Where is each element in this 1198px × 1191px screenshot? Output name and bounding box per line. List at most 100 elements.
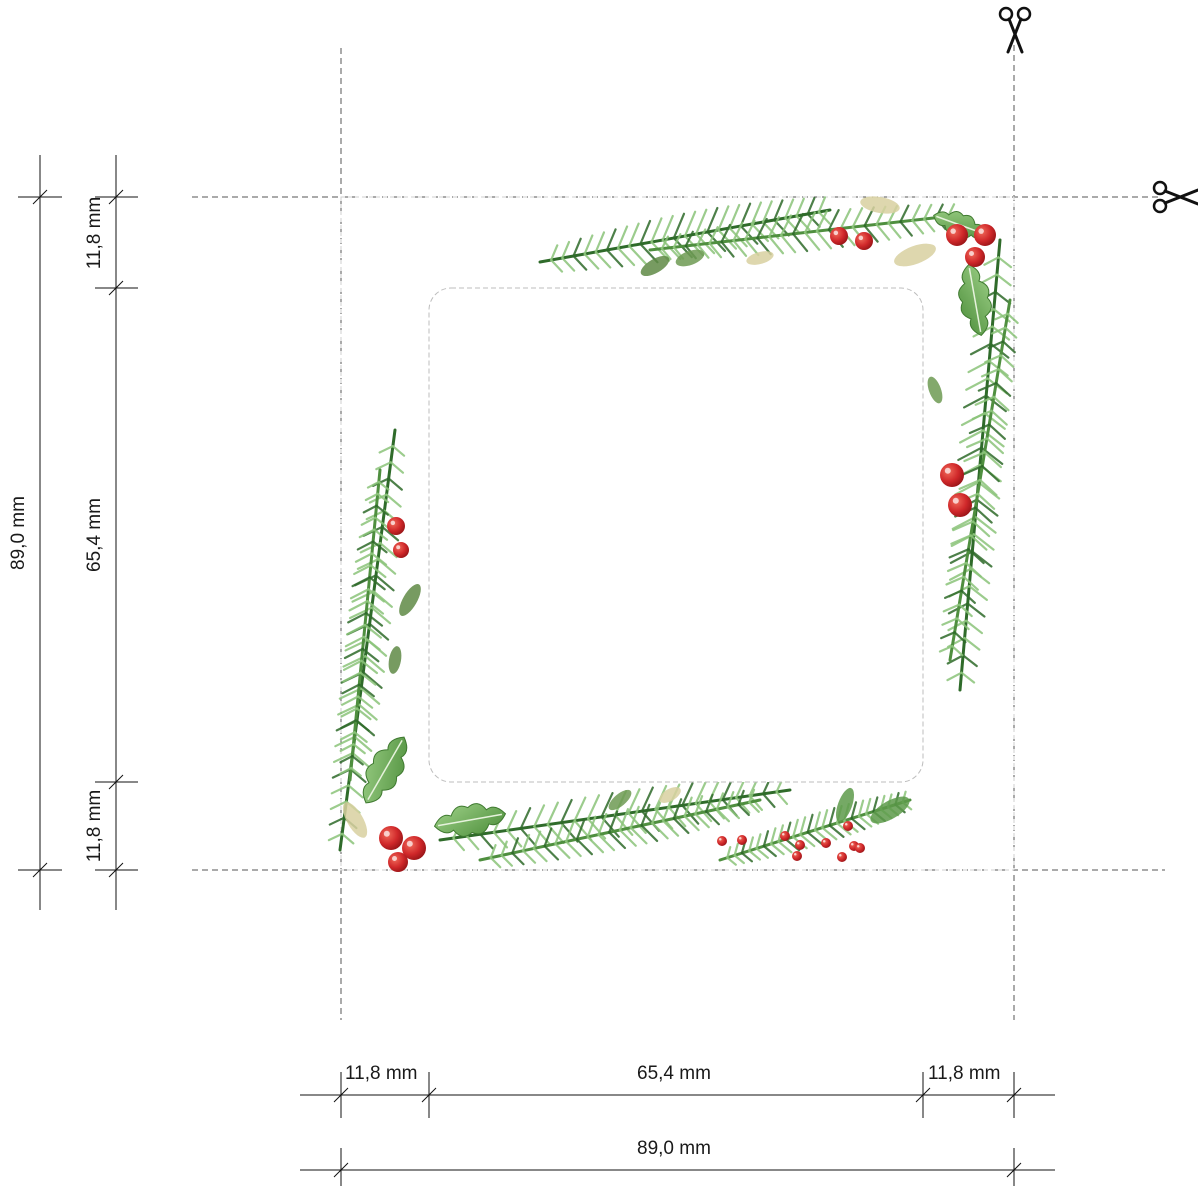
pine-needle [605, 248, 624, 268]
pine-needle [748, 788, 756, 804]
pine-needle [975, 498, 999, 517]
pine-needle [821, 826, 838, 841]
pine-needle [994, 312, 1009, 321]
pine-needle [972, 533, 995, 551]
pine-needle [343, 647, 364, 660]
pine-needle [945, 575, 965, 586]
pine-needle [358, 683, 375, 698]
pine-needle [640, 786, 654, 813]
leaf [860, 196, 900, 214]
pine-needle [550, 258, 564, 273]
pine-needle [780, 214, 793, 237]
pine-needle [583, 234, 594, 256]
pine-needle [1001, 340, 1016, 354]
pine-needle [739, 224, 759, 245]
pine-needle [364, 655, 385, 673]
berry [855, 843, 865, 853]
pine-needle [911, 204, 921, 222]
pine-needle [748, 801, 760, 813]
pine-needle [728, 203, 741, 230]
pine-needle [371, 540, 388, 554]
pine-needle [650, 217, 663, 244]
berry-highlight [383, 830, 390, 837]
pine-needle [957, 446, 983, 462]
pine-needle [954, 481, 980, 496]
pine-needle [875, 223, 891, 241]
berry [821, 838, 831, 848]
berry [837, 852, 847, 862]
berry [948, 493, 972, 517]
pine-needle [949, 567, 972, 581]
leaf [927, 376, 943, 404]
pine-needle [732, 221, 744, 242]
pine-needle [370, 552, 388, 566]
pine-needle [987, 340, 1005, 349]
pine-needle [715, 808, 730, 823]
pine-needle [368, 622, 390, 641]
berry [780, 831, 790, 841]
pine-needle [340, 707, 359, 718]
pine-needle [389, 461, 405, 474]
pine-needle [340, 719, 357, 729]
berry [379, 826, 403, 850]
pine-needle [951, 645, 964, 657]
pine-needle [817, 196, 827, 214]
pine-needle [969, 342, 992, 356]
pine-needle [863, 224, 879, 243]
pine-needle [339, 743, 355, 752]
pine-needle [761, 792, 776, 809]
pine-needle [974, 515, 997, 534]
pine-needle [356, 540, 375, 551]
pine-needle [374, 574, 395, 592]
pine-needle [755, 833, 762, 850]
pine-needle [341, 695, 360, 706]
pine-needle [360, 659, 379, 675]
pine-needle [354, 552, 374, 563]
pine-needle [355, 707, 372, 721]
pine-needle [511, 851, 525, 866]
pine-needle [872, 796, 879, 813]
pine-needle [974, 506, 993, 524]
wreath-decoration [327, 196, 1019, 872]
leaf [608, 789, 632, 811]
pine-needle [951, 515, 977, 530]
pine-needle [341, 832, 355, 845]
pine-needle [550, 244, 559, 262]
pine-needle [489, 856, 502, 869]
berry [387, 517, 405, 535]
pine-needle [369, 564, 387, 579]
pine-needle [573, 796, 587, 822]
pine-needle [980, 273, 999, 284]
pine-needle [575, 838, 593, 856]
dimension-bottom-right-margin: 11,8 mm [928, 1063, 1001, 1084]
pine-needle [980, 368, 1000, 378]
pine-needle [640, 803, 651, 827]
pine-needle [726, 845, 732, 859]
berry-highlight [858, 235, 864, 241]
pine-needle [952, 520, 975, 532]
pine-needle [660, 247, 672, 261]
pine-needle [946, 671, 963, 682]
pine-needle [565, 840, 582, 858]
pine-needle [377, 480, 390, 491]
pine-needle [465, 835, 480, 851]
pine-needle [586, 815, 597, 839]
pine-needle [661, 799, 672, 822]
berry-highlight [797, 842, 800, 845]
pine-needle [696, 228, 707, 246]
pine-needle [726, 791, 735, 809]
pine-needle [329, 800, 348, 811]
pine-needle [332, 751, 354, 764]
pine-needle [358, 528, 376, 539]
pine-needle [990, 326, 1007, 335]
pine-needle [629, 805, 640, 829]
pine-needle [705, 793, 714, 813]
pine-needle [773, 199, 784, 222]
pine-needle [521, 833, 531, 852]
berry [940, 463, 964, 487]
pine-needle [352, 743, 366, 755]
pine-needle [327, 832, 344, 842]
pine-needle [506, 829, 523, 848]
pine-needle [997, 368, 1013, 383]
